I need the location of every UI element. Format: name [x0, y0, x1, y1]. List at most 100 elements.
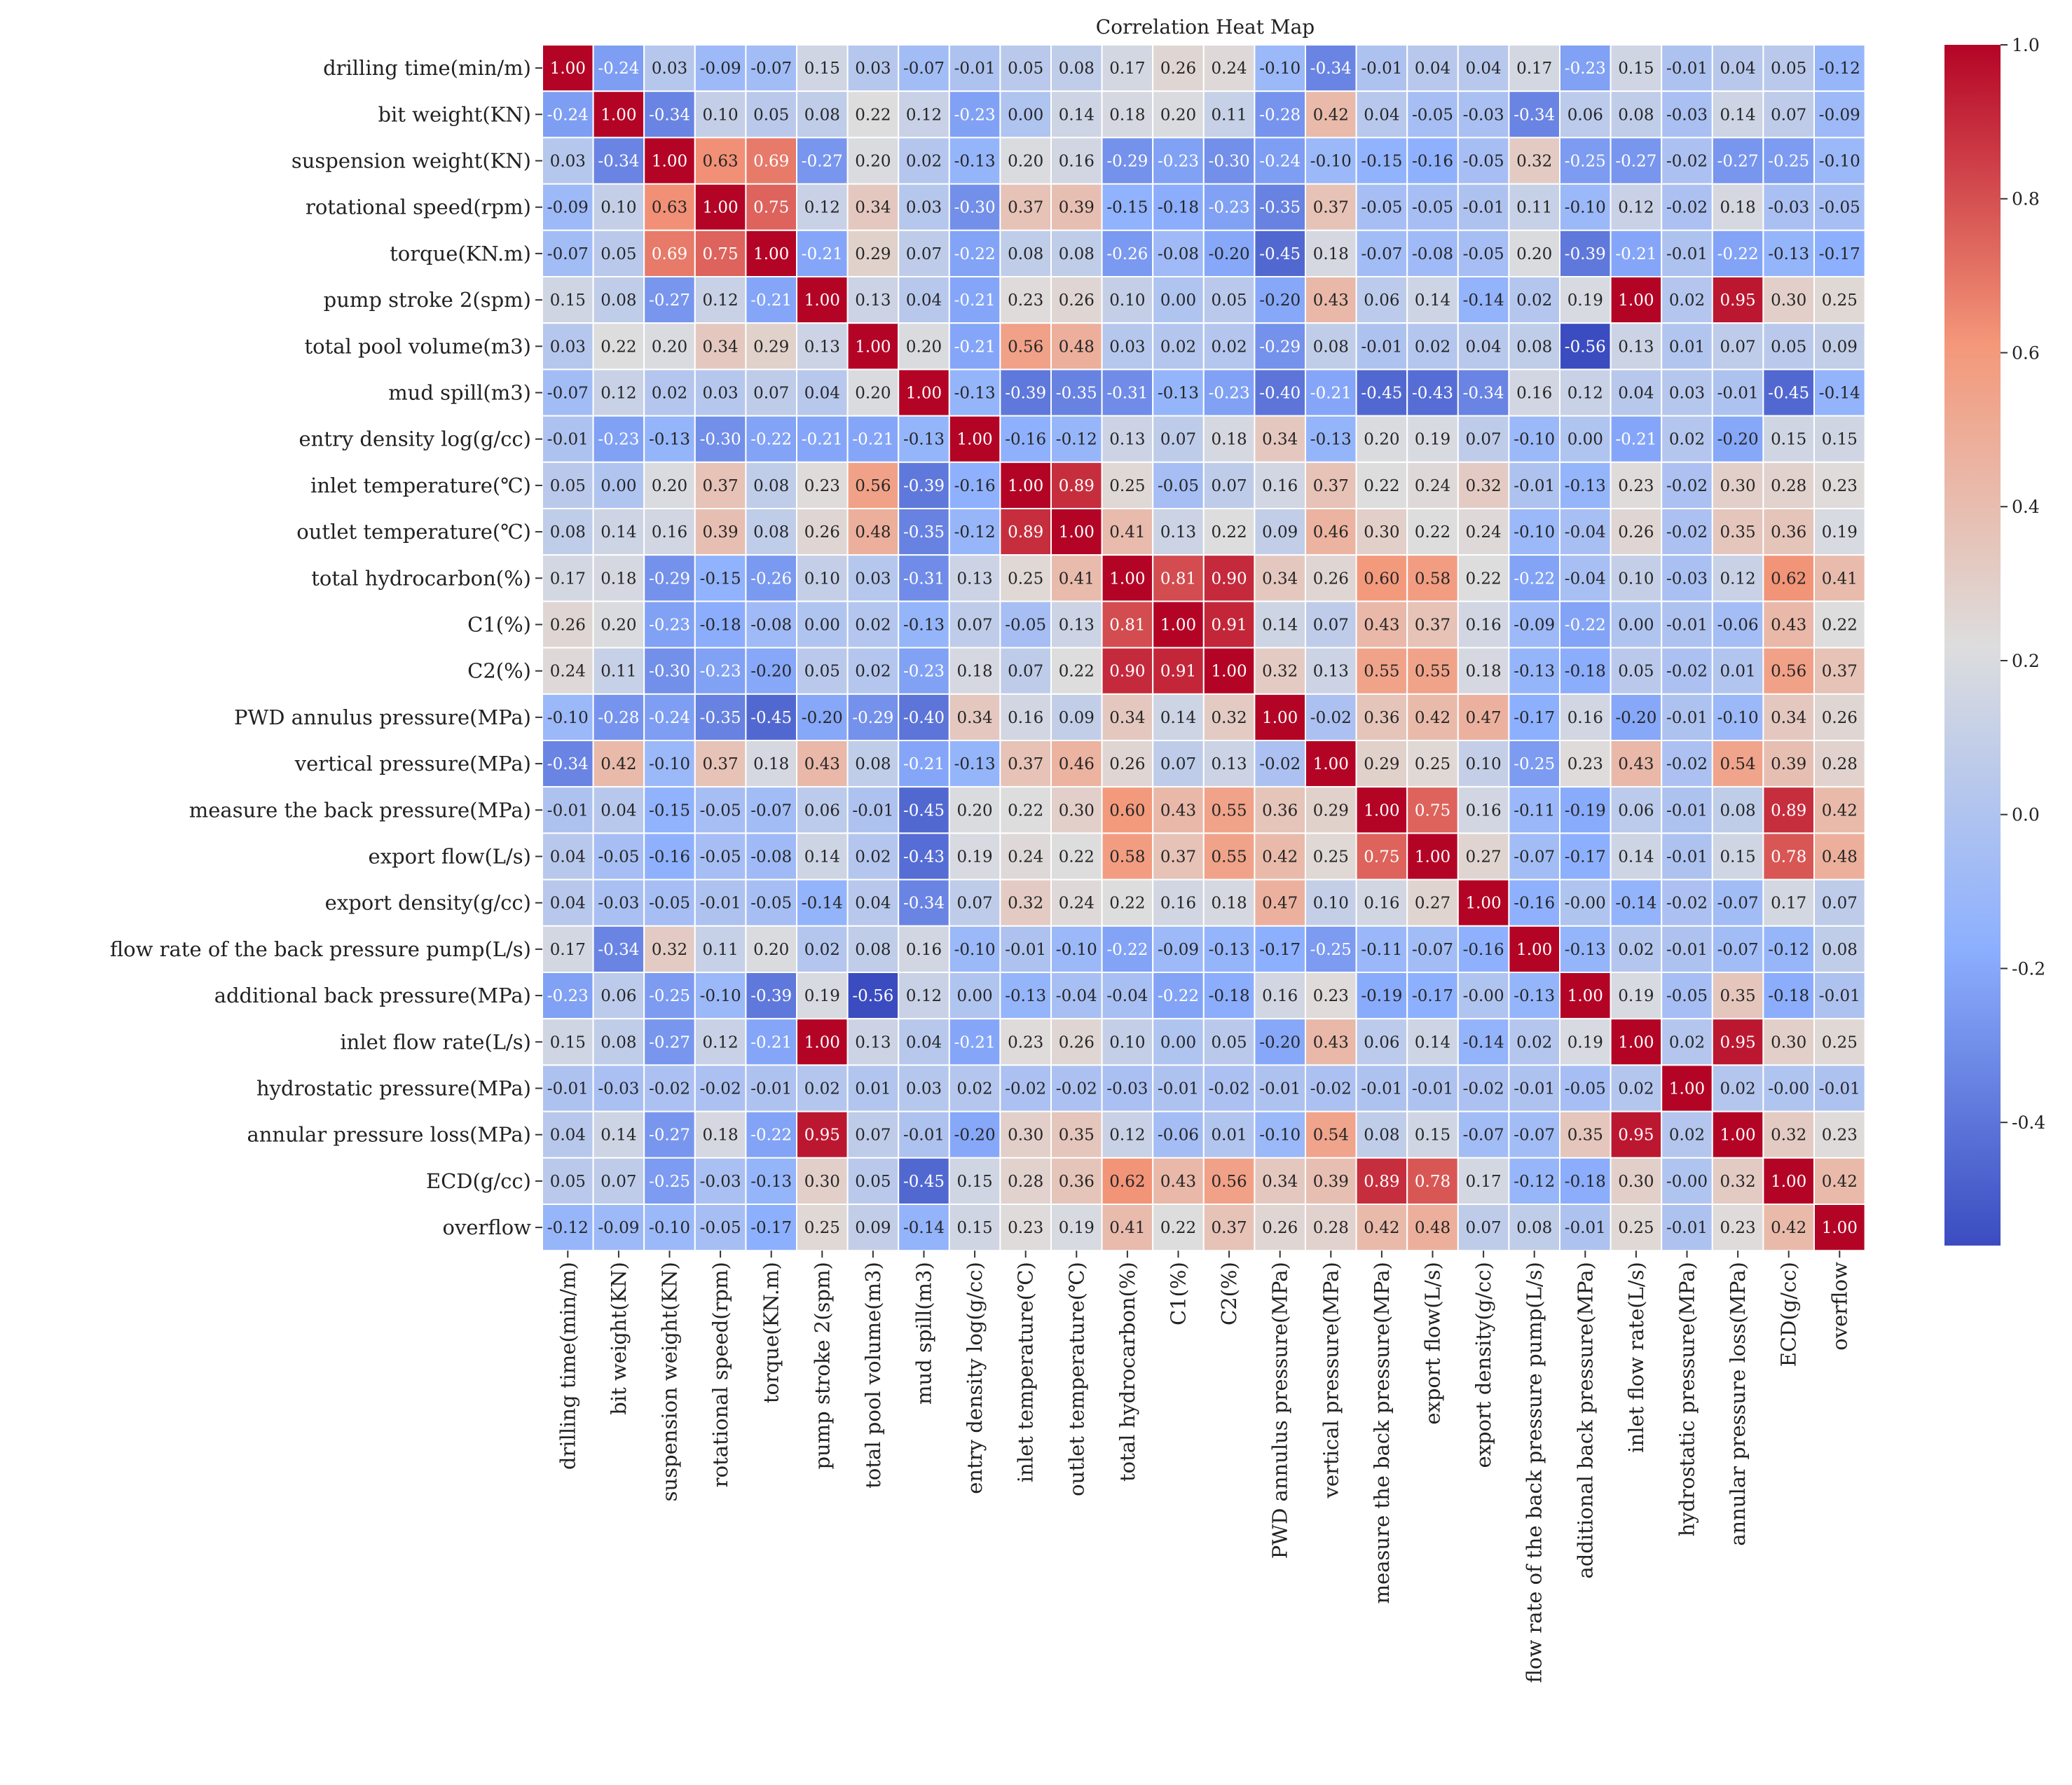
heatmap-cell: 0.41	[1813, 554, 1866, 602]
heatmap-cell: -0.02	[643, 1064, 696, 1112]
cell-value-label: 0.16	[1465, 616, 1501, 635]
cell-value-label: 0.20	[1516, 245, 1552, 263]
cell-value-label: -0.28	[598, 709, 639, 727]
heatmap-cell-rect	[1101, 1064, 1154, 1112]
heatmap-cell: -0.17	[745, 1204, 798, 1252]
heatmap-cell: 0.20	[948, 786, 1001, 834]
heatmap-cell-rect	[796, 415, 849, 463]
heatmap-cell-rect	[1202, 415, 1256, 463]
cell-value-label: -0.18	[700, 616, 741, 635]
x-tick-label: measure the back pressure(MPa)	[1370, 1262, 1394, 1604]
cell-value-label: 0.32	[1262, 663, 1298, 681]
heatmap-cell-rect	[1508, 137, 1560, 185]
heatmap-cell-rect	[1101, 786, 1154, 834]
heatmap-cell: 0.02	[796, 1064, 849, 1112]
heatmap-cell: -0.02	[1661, 461, 1713, 509]
heatmap-cell-rect	[898, 1064, 950, 1112]
heatmap-cell-rect	[1406, 1064, 1459, 1112]
heatmap-cell: -0.06	[1152, 1110, 1205, 1159]
heatmap-cell: 0.37	[694, 461, 747, 509]
cell-value-label: -0.45	[1768, 385, 1809, 403]
heatmap-cell: 0.78	[1762, 832, 1815, 881]
heatmap-cell-rect	[694, 740, 747, 788]
cell-value-label: -0.14	[1819, 385, 1860, 403]
cell-value-label: 0.02	[1516, 1033, 1552, 1052]
heatmap-cell: -0.28	[1254, 90, 1307, 139]
y-tick-label: suspension weight(KN)	[291, 149, 531, 173]
heatmap-cell-rect	[1457, 740, 1510, 788]
heatmap-cell: -0.34	[898, 878, 950, 927]
heatmap-cell: -0.03	[1101, 1064, 1154, 1112]
heatmap-cell: 0.58	[1406, 554, 1459, 602]
heatmap-cell-rect	[1813, 508, 1866, 556]
heatmap-cell: 0.10	[796, 554, 849, 602]
cell-value-label: 0.25	[1008, 570, 1043, 588]
heatmap-cell: 0.13	[948, 554, 1001, 602]
heatmap-cell-rect	[1661, 1018, 1713, 1066]
heatmap-cell-rect	[796, 786, 849, 834]
heatmap-cell-rect	[1152, 461, 1205, 509]
heatmap-cell-rect	[1050, 600, 1103, 649]
cell-value-label: -0.14	[1463, 291, 1504, 310]
heatmap-cell: -0.10	[643, 740, 696, 788]
cell-value-label: 0.08	[753, 523, 789, 542]
cell-value-label: 0.78	[1771, 848, 1806, 867]
heatmap-cell: 0.02	[1610, 925, 1663, 974]
heatmap-cell: 0.30	[1711, 461, 1764, 509]
cell-value-label: -0.07	[1514, 848, 1555, 867]
cell-value-label: -0.16	[1463, 941, 1504, 959]
cell-value-label: -0.29	[649, 570, 690, 588]
heatmap-cell-rect	[1152, 276, 1205, 324]
heatmap-cell-rect	[1152, 415, 1205, 463]
cell-value-label: -0.45	[903, 1173, 945, 1191]
heatmap-cell-rect	[1355, 600, 1408, 649]
y-tick-label: total pool volume(m3)	[304, 334, 531, 358]
heatmap-cell-rect	[1813, 137, 1866, 185]
cell-value-label: -0.34	[1463, 385, 1504, 403]
heatmap-cell: -0.05	[694, 832, 747, 881]
cell-value-label: 0.39	[702, 523, 738, 542]
cell-value-label: 0.04	[1465, 60, 1501, 78]
cell-value-label: 0.15	[1720, 848, 1755, 867]
heatmap-cell-rect	[1355, 229, 1408, 277]
heatmap-cell: 1.00	[898, 368, 950, 417]
heatmap-cell: 1.00	[1711, 1110, 1764, 1159]
x-tick-label: total pool volume(m3)	[861, 1262, 885, 1489]
cell-value-label: 0.07	[1313, 616, 1349, 635]
cell-value-label: -0.01	[1158, 1080, 1199, 1098]
cell-value-label: 0.07	[601, 1173, 636, 1191]
cell-value-label: -0.02	[1209, 1080, 1250, 1098]
cell-value-label: -0.29	[852, 709, 893, 727]
cell-value-label: -0.02	[1056, 1080, 1097, 1098]
heatmap-cell-rect	[948, 1110, 1001, 1159]
colorbar-gradient	[1944, 45, 2001, 1246]
heatmap-cell-rect	[745, 972, 798, 1020]
heatmap-cell: 0.89	[1355, 1157, 1408, 1206]
x-tick-label: bit weight(KN)	[607, 1262, 631, 1415]
heatmap-cell-rect	[1813, 276, 1866, 324]
heatmap-cell-rect	[1711, 878, 1764, 927]
heatmap-cell: -0.10	[1254, 44, 1307, 92]
heatmap-cell: -0.05	[1355, 183, 1408, 231]
cell-value-label: 1.00	[1618, 291, 1654, 310]
heatmap-cell: -0.02	[694, 1064, 747, 1112]
cell-value-label: 0.16	[1262, 987, 1298, 1005]
heatmap-cell: 0.37	[1406, 600, 1459, 649]
cell-value-label: 0.37	[1008, 199, 1043, 217]
cell-value-label: 0.26	[1313, 570, 1349, 588]
cell-value-label: 0.08	[753, 477, 789, 495]
heatmap-cell: -0.21	[1305, 368, 1357, 417]
heatmap-cell: -0.10	[1508, 508, 1560, 556]
heatmap-cell-rect	[796, 508, 849, 556]
x-tick-label: total hydrocarbon(%)	[1116, 1262, 1139, 1482]
cell-value-label: -0.13	[1514, 663, 1555, 681]
heatmap-cell: -0.17	[1813, 229, 1866, 277]
heatmap-cell: -0.05	[1661, 972, 1713, 1020]
heatmap-cell: 1.00	[1610, 276, 1663, 324]
cell-value-label: -0.13	[649, 431, 690, 449]
cell-value-label: -0.06	[1158, 1126, 1199, 1145]
cell-value-label: 0.42	[1771, 1219, 1806, 1237]
heatmap-cell: 0.19	[1559, 276, 1612, 324]
heatmap-cell: -0.26	[745, 554, 798, 602]
